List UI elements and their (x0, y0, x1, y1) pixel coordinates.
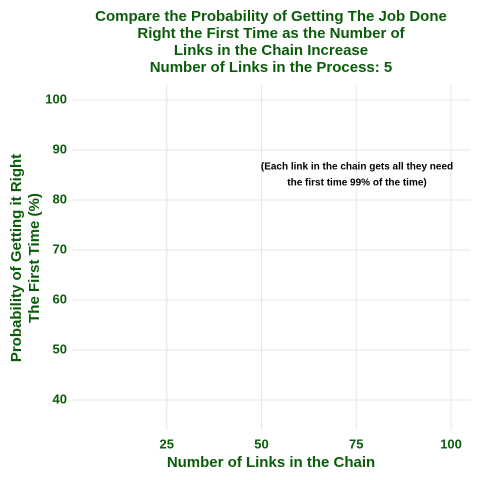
y-axis-label: Probability of Getting it Right (8, 154, 25, 362)
y-tick-label: 40 (53, 391, 67, 406)
x-axis-label: Number of Links in the Chain (167, 454, 375, 471)
annotation: the first time 99% of the time) (287, 178, 426, 189)
x-tick-label: 100 (440, 436, 462, 451)
y-tick-label: 50 (53, 341, 67, 356)
x-tick-label: 25 (160, 436, 174, 451)
x-tick-label: 75 (349, 436, 363, 451)
chart-title: Links in the Chain Increase (174, 42, 368, 59)
chart-title: Compare the Probability of Getting The J… (95, 8, 447, 25)
chart-title: Number of Links in the Process: 5 (150, 59, 393, 76)
y-tick-label: 100 (45, 91, 67, 106)
y-tick-label: 70 (53, 241, 67, 256)
y-axis-label: The First Time (%) (26, 193, 43, 323)
chart-title: Right the First Time as the Number of (137, 25, 405, 42)
annotation: (Each link in the chain gets all they ne… (261, 162, 453, 173)
x-tick-label: 50 (254, 436, 268, 451)
y-tick-label: 90 (53, 141, 67, 156)
y-tick-label: 60 (53, 291, 67, 306)
y-tick-label: 80 (53, 191, 67, 206)
